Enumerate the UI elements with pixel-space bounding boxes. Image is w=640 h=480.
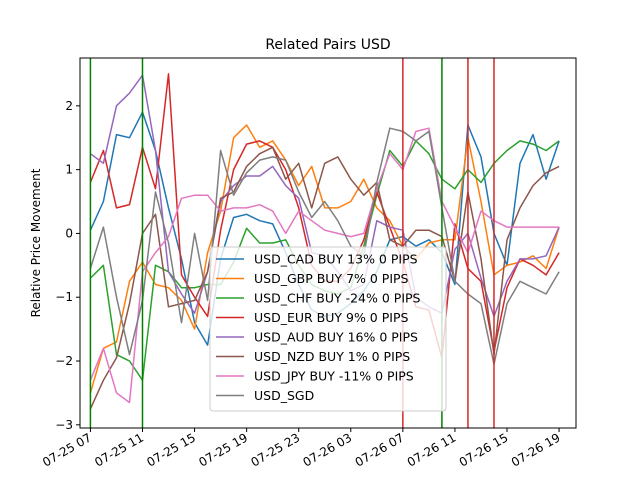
series-line-6 xyxy=(89,146,560,410)
legend-label: USD_NZD BUY 1% 0 PIPS xyxy=(254,349,410,364)
y-tick-label: 2 xyxy=(65,99,73,113)
series-line-8 xyxy=(89,127,560,365)
legend-label: USD_CAD BUY 13% 0 PIPS xyxy=(254,252,418,267)
series-line-2 xyxy=(89,124,560,394)
legend-box xyxy=(209,246,447,412)
legend-label: USD_SGD xyxy=(254,388,314,403)
y-tick-label: 0 xyxy=(65,226,73,240)
chart-title: Related Pairs USD xyxy=(265,37,390,53)
legend: USD_CAD BUY 13% 0 PIPS USD_GBP BUY 7% 0 P… xyxy=(209,246,447,412)
series-line-7 xyxy=(89,127,560,404)
legend-label: USD_AUD BUY 16% 0 PIPS xyxy=(254,330,418,345)
y-tick-label: −1 xyxy=(55,290,73,304)
legend-label: USD_EUR BUY 9% 0 PIPS xyxy=(254,310,408,325)
plot-frame xyxy=(79,57,577,429)
y-tick-label: −3 xyxy=(55,418,73,432)
y-tick-label: −2 xyxy=(55,354,73,368)
legend-label: USD_CHF BUY -24% 0 PIPS xyxy=(254,291,421,306)
y-axis-label: Relative Price Movement xyxy=(29,168,43,317)
legend-label: USD_JPY BUY -11% 0 PIPS xyxy=(254,369,414,384)
legend-label: USD_GBP BUY 7% 0 PIPS xyxy=(254,271,409,286)
y-axis: −3 −2 −1 0 1 2 xyxy=(55,99,80,432)
y-tick-label: 1 xyxy=(65,163,73,177)
